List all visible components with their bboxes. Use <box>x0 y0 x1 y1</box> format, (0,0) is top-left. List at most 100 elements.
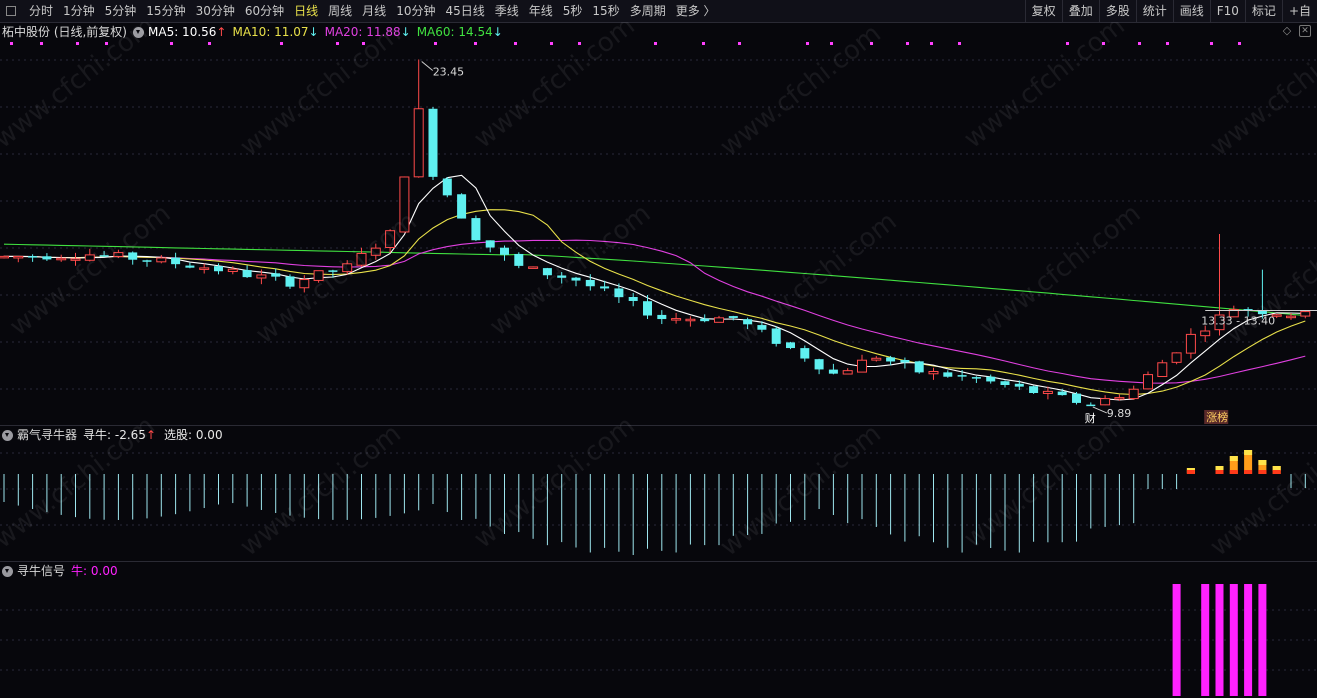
signal-dot <box>208 42 211 45</box>
timeframe-tabs: 分时 1分钟 5分钟 15分钟 30分钟 60分钟 日线 周线 月线 10分钟 45日线 季线 年线 5秒… <box>20 0 721 22</box>
candle-body <box>199 267 210 270</box>
timeframe-tab[interactable]: 年线 <box>528 4 553 18</box>
candle-body <box>728 316 738 318</box>
candle-body <box>643 301 652 316</box>
signal-dot <box>105 42 108 45</box>
timeframe-tab[interactable]: 月线 <box>362 4 387 18</box>
candle-body <box>1257 310 1267 315</box>
timeframe-tab[interactable]: 45日线 <box>445 4 485 18</box>
signal-bar <box>1258 584 1267 696</box>
tool-button[interactable]: +自 <box>1281 0 1317 22</box>
finance-tag: 财 <box>1085 411 1096 425</box>
signal-dot <box>578 42 581 45</box>
ma10-value: MA10: 11.07 <box>232 25 309 39</box>
signal-bar <box>1215 584 1224 696</box>
oscillator-bar <box>1244 450 1253 474</box>
signal-dot <box>654 42 657 45</box>
signal-dot <box>1210 42 1213 45</box>
candle-body <box>814 359 824 370</box>
indicator1-circle-icon[interactable] <box>2 429 13 441</box>
gainers-tag-bg <box>1204 410 1229 424</box>
candle-body <box>1271 314 1282 317</box>
signal-dot <box>806 42 809 45</box>
signal-dot <box>830 42 833 45</box>
ma20-label: MA20: 11.88↓ <box>325 23 411 41</box>
tool-button[interactable]: 标记 <box>1244 0 1282 22</box>
signal-bar <box>1201 584 1210 696</box>
candle-body <box>671 318 682 321</box>
oscillator-chart[interactable] <box>0 443 1317 560</box>
candle-body <box>99 255 109 257</box>
dropdown-circle-icon[interactable] <box>133 26 144 38</box>
candle-body <box>771 328 781 344</box>
timeframe-tab[interactable]: 5秒 <box>562 4 583 18</box>
candle-body <box>614 288 624 298</box>
low-price-label: 9.89 <box>1107 407 1132 420</box>
tool-button[interactable]: 复权 <box>1024 0 1062 22</box>
candle-body <box>971 377 981 379</box>
candle-body <box>1057 391 1067 396</box>
ma5-value: MA5: 10.56 <box>148 25 217 39</box>
signal-dot <box>1166 42 1169 45</box>
timeframe-tab[interactable]: 5分钟 <box>104 4 137 18</box>
candle-body <box>1286 315 1296 319</box>
timeframe-tab[interactable]: 10分钟 <box>396 4 436 18</box>
ma60-label: MA60: 14.54↓ <box>417 23 503 41</box>
candle-body <box>285 276 295 287</box>
ma10-line <box>4 209 1306 396</box>
candle-body <box>313 270 324 281</box>
candle-body <box>757 325 767 330</box>
timeframe-tab[interactable]: 多周期 <box>629 4 666 18</box>
candle-body <box>84 254 95 261</box>
candle-body <box>1114 397 1125 400</box>
candle-body <box>413 108 424 178</box>
timeframe-tab[interactable]: 60分钟 <box>244 4 285 18</box>
signal-dot <box>170 42 173 45</box>
signal-chart[interactable] <box>0 580 1317 698</box>
timeframe-tab[interactable]: 30分钟 <box>195 4 235 18</box>
tool-button[interactable]: 统计 <box>1135 0 1173 22</box>
panel-divider-2 <box>0 561 1317 562</box>
tool-button[interactable]: F10 <box>1209 0 1245 22</box>
ma10-arrow: ↓ <box>308 25 319 39</box>
candle-body <box>128 252 138 260</box>
timeframe-tab[interactable]: 15分钟 <box>146 4 186 18</box>
ma20-arrow: ↓ <box>400 25 411 39</box>
candlestick-chart[interactable]: 23.45 9.89 13.33 - 13.40 财 涨榜 <box>0 40 1317 425</box>
signal-dot <box>514 42 517 45</box>
signal-dot <box>958 42 961 45</box>
candle-body <box>385 230 396 249</box>
gainers-tag: 涨榜 <box>1206 410 1228 424</box>
candle-body <box>242 270 252 278</box>
timeframe-tab[interactable]: 更多 〉 <box>675 4 716 18</box>
indicator2-circle-icon[interactable] <box>2 565 13 577</box>
menu-square-icon[interactable] <box>6 6 16 16</box>
timeframe-tab[interactable]: 季线 <box>494 4 519 18</box>
tool-button[interactable]: 画线 <box>1172 0 1210 22</box>
timeframe-tab[interactable]: 1分钟 <box>63 4 95 18</box>
indicator2-legend: 寻牛信号 牛: 0.00 <box>2 562 128 580</box>
candle-body <box>514 253 524 266</box>
candle-body <box>600 286 610 289</box>
candle-body <box>957 375 967 377</box>
low-pointer <box>1092 406 1107 414</box>
signal-dot <box>702 42 705 45</box>
diamond-icon[interactable]: ◇ <box>1282 24 1292 37</box>
candle-body <box>142 260 152 262</box>
timeframe-tab[interactable]: 15秒 <box>592 4 620 18</box>
candle-body <box>0 255 9 259</box>
tool-button[interactable]: 叠加 <box>1061 0 1099 22</box>
close-icon[interactable]: ✕ <box>1299 25 1311 37</box>
candle-body <box>1243 309 1253 311</box>
timeframe-tab[interactable]: 周线 <box>328 4 353 18</box>
signal-dot <box>434 42 437 45</box>
indicator2-name: 寻牛信号 <box>17 564 66 578</box>
candle-body <box>542 268 552 276</box>
timeframe-tab[interactable]: 分时 <box>29 4 54 18</box>
candle-body <box>943 372 953 377</box>
oscillator-bar <box>1258 460 1267 474</box>
signal-dot <box>336 42 339 45</box>
timeframe-tab[interactable]: 日线 <box>294 4 319 18</box>
tool-button[interactable]: 多股 <box>1098 0 1136 22</box>
candle-body <box>328 270 338 272</box>
